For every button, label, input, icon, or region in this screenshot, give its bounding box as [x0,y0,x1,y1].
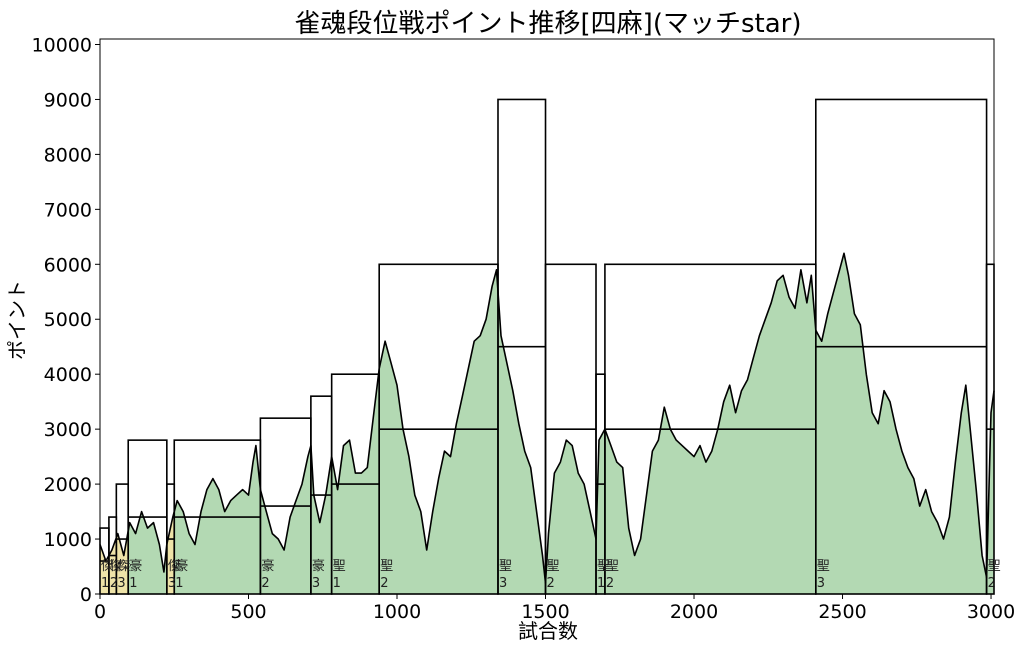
rank-label: 傑 [168,559,181,574]
y-axis-label: ポイント [5,280,29,360]
y-tick-label: 4000 [44,364,92,386]
rank-level-label: 3 [312,576,320,591]
rank-level-label: 1 [129,576,137,591]
rank-level-label: 2 [380,576,388,591]
rank-label: 聖 [499,559,512,574]
rank-level-label: 3 [817,576,825,591]
y-tick-label: 1000 [44,529,92,551]
rank-label: 豪 [175,558,188,574]
y-tick-label: 6000 [44,254,92,276]
x-tick-label: 1500 [521,601,569,623]
rank-level-label: 1 [101,576,109,591]
rank-level-label: 3 [499,576,507,591]
x-axis-label: 試合数 [518,619,578,643]
y-tick-label: 2000 [44,474,92,496]
x-tick-label: 3000 [967,601,1015,623]
rank-level-label: 2 [606,576,614,591]
x-tick-label: 2000 [670,601,718,623]
x-tick-label: 500 [230,601,266,623]
rank-fill [497,291,546,594]
rank-level-label: 2 [261,576,269,591]
rank-label: 聖 [597,559,610,574]
rank-fill [815,253,987,595]
rank-label: 聖 [547,559,560,574]
rank-fill [310,445,332,594]
rank-label: 傑 [101,559,114,574]
rank-fill [166,511,175,594]
rank-fill [260,445,311,594]
rank-label: 聖 [333,559,346,574]
plot-frame [99,38,995,595]
rank-level-label: 3 [168,576,176,591]
rank-fill [986,390,994,594]
rank-fill [545,440,597,594]
y-tick-label: 8000 [44,144,92,166]
rank-level-label: 1 [597,576,605,591]
y-tick-label: 5000 [44,309,92,331]
rank-fill [108,537,117,594]
rank-fill [128,511,167,594]
rank-label: 聖 [380,559,393,574]
rank-fill [379,269,498,594]
rank-label: 傑 [110,559,123,574]
rank-level-label: 1 [175,576,183,591]
rank-label: 聖 [817,559,830,574]
rank-fill [331,368,380,594]
y-tick-label: 9000 [44,89,92,111]
y-tick-label: 0 [80,584,92,606]
rank-fills [100,253,994,595]
x-axis: 0 500 1000 1500 2000 2500 3000 [94,594,1015,623]
y-tick-label: 7000 [44,199,92,221]
points-series-line [99,252,995,584]
rank-fill [100,544,109,594]
rank-fill [174,445,261,594]
series-layer [99,252,995,584]
rank-level-label: 1 [333,576,341,591]
chart-title: 雀魂段位戦ポイント推移[四麻](マッチstar) [295,9,802,39]
y-axis: 0 1000 2000 3000 4000 5000 6000 7000 8000 9000 100… [32,34,100,606]
rank-label: 豪 [129,558,142,574]
y-tick-label: 3000 [44,419,92,441]
rank-label: 豪 [312,558,325,574]
x-tick-label: 2500 [818,601,866,623]
x-tick-label: 0 [94,601,106,623]
y-tick-label: 10000 [32,34,92,56]
rank-level-label: 2 [988,576,996,591]
rank-label: 聖 [606,559,619,574]
rank-level-label: 2 [110,576,118,591]
rank-level-label: 2 [547,576,555,591]
rank-label: 豪 [261,558,274,574]
rank-fill [604,269,816,594]
rank-fill [116,530,129,594]
rank-level-label: 3 [117,576,125,591]
x-tick-label: 1000 [373,601,421,623]
rank-label: 傑 [117,559,130,574]
